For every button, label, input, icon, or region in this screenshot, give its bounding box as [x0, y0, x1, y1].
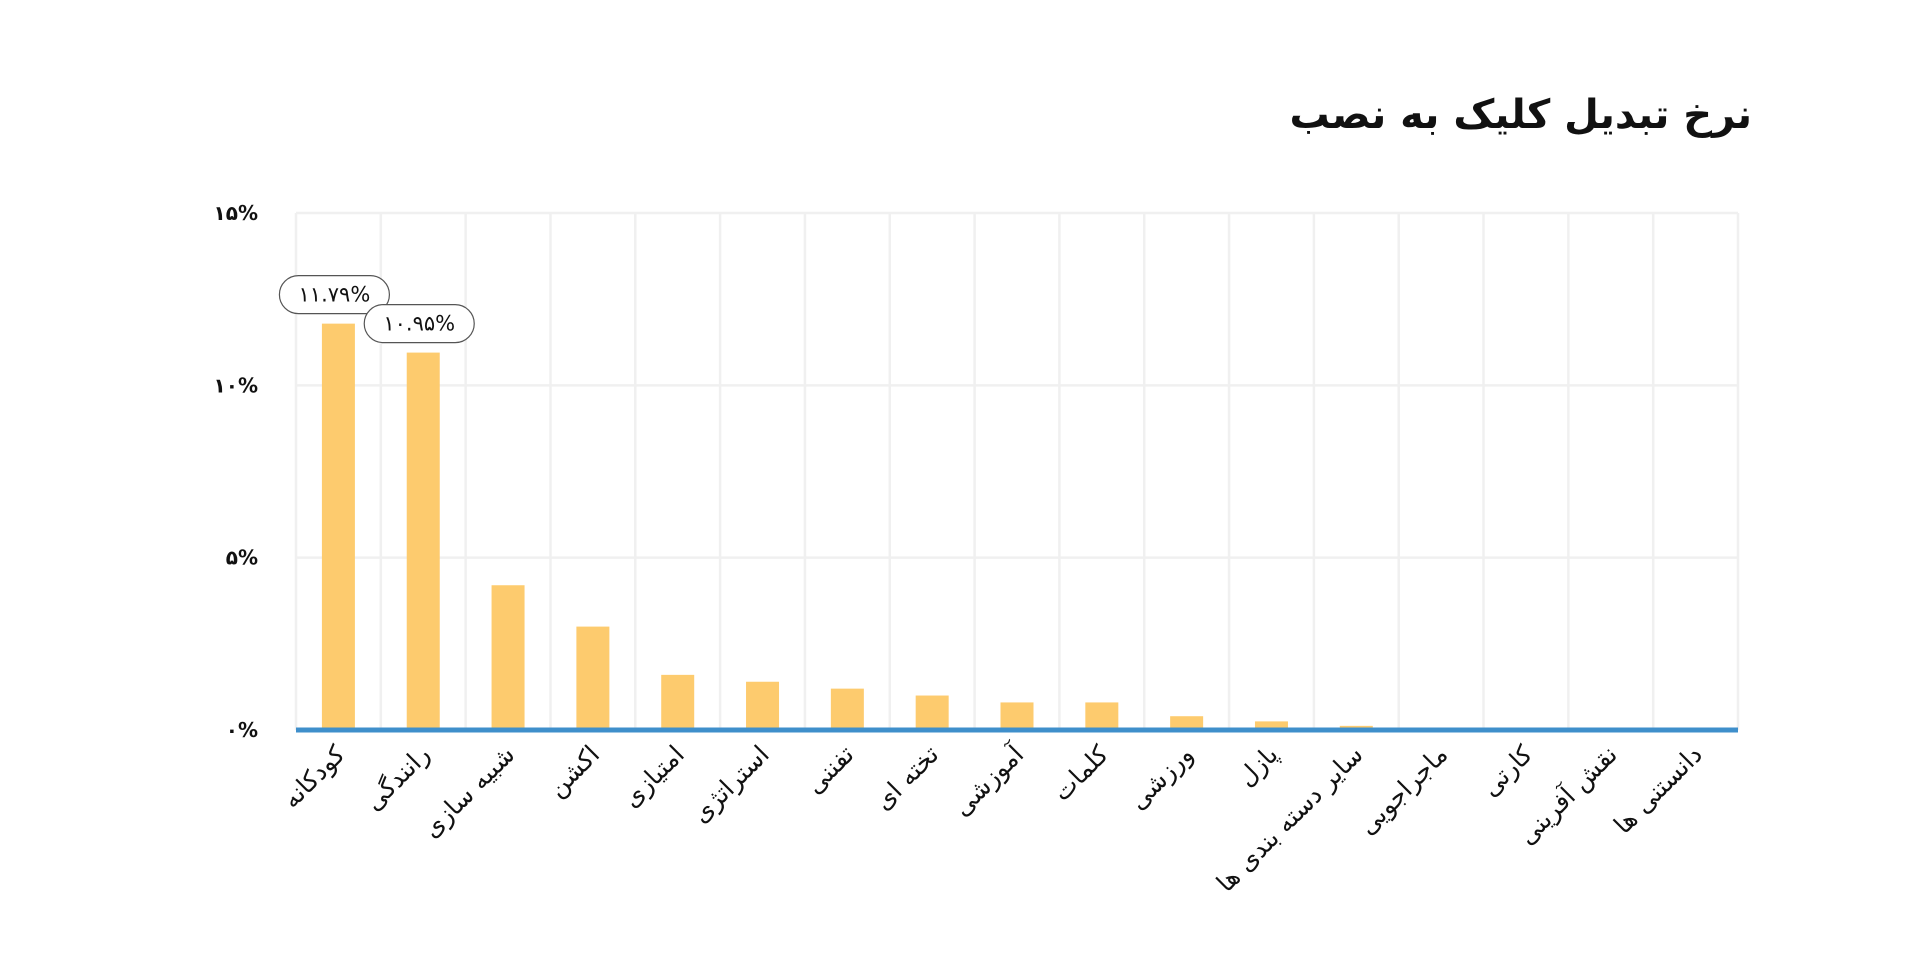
value-callout: ۱۰.۹۵% [363, 303, 475, 344]
bar [746, 681, 780, 730]
y-axis: ۰% ۵% ۱۰% ۱۵% [214, 201, 258, 742]
value-callout: ۱۱.۷۹% [278, 275, 391, 315]
bar [830, 688, 864, 730]
bar [321, 323, 355, 730]
value-label: ۱۱.۷۹% [299, 283, 371, 307]
bar [576, 626, 610, 730]
bar [1170, 716, 1204, 730]
bar [491, 585, 525, 730]
y-tick-label: ۱۰% [214, 373, 258, 397]
value-callout-bubble [278, 275, 391, 315]
x-tick-label: ورزشی [1123, 740, 1199, 816]
x-tick-label: سایر دسته بندی ها [1211, 740, 1369, 898]
x-tick-label: اکشن [542, 740, 605, 803]
x-tick-label: امتیازی [617, 740, 690, 813]
bar [1000, 702, 1034, 730]
x-tick-label: پازل [1232, 740, 1284, 792]
bar [1085, 702, 1119, 730]
x-tick-label: دانستنی ها [1608, 740, 1708, 840]
x-tick-label: شبیه سازی [417, 740, 521, 844]
data-callouts: ۱۱.۷۹% ۱۰.۹۵% [278, 275, 475, 344]
value-callout-bubble [363, 303, 475, 344]
x-tick-label: ماجراجویی [1353, 740, 1454, 841]
x-tick-label: رانندگی [359, 740, 436, 817]
x-tick-label: کلمات [1047, 740, 1114, 807]
x-tick-label: تفننی [800, 740, 860, 800]
x-tick-label: کودکانه [277, 740, 351, 814]
value-label: ۱۰.۹۵% [383, 312, 455, 336]
x-tick-label: آموزشی [946, 738, 1030, 822]
x-tick-label: استراتژی [686, 740, 775, 829]
bar [406, 352, 440, 730]
bar [915, 695, 949, 730]
x-tick-label: کارتی [1476, 740, 1539, 803]
bar [1254, 721, 1288, 730]
chart-title: نرخ تبدیل کلیک به نصب [1289, 92, 1752, 138]
y-tick-label: ۰% [226, 718, 258, 742]
bars [321, 323, 1373, 730]
x-tick-label: تخته ای [868, 740, 944, 816]
bar [661, 674, 695, 730]
y-tick-label: ۵% [226, 546, 258, 570]
y-tick-label: ۱۵% [214, 201, 258, 225]
